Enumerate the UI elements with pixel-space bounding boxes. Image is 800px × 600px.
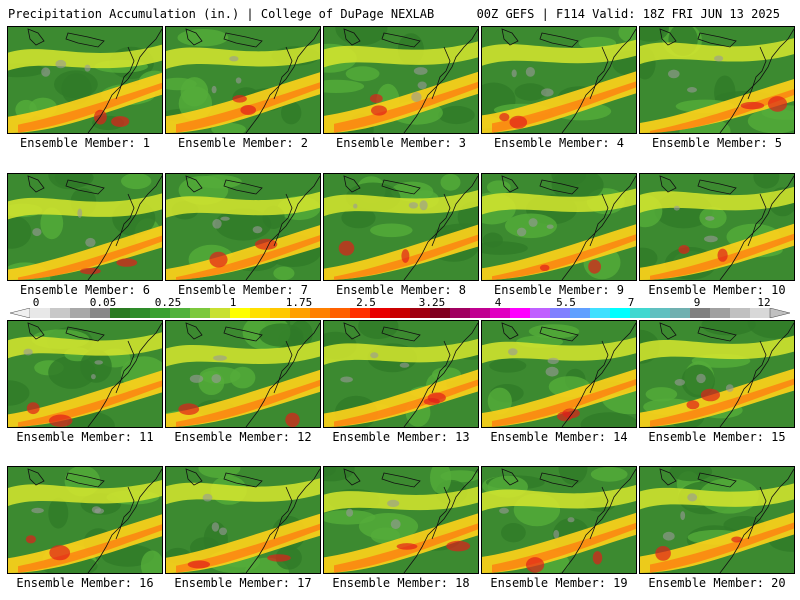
ensemble-map-panel <box>323 466 479 574</box>
colorbar-swatch <box>430 308 451 318</box>
colorbar-swatch <box>130 308 151 318</box>
ensemble-member-label: Ensemble Member: 5 <box>651 136 783 150</box>
ensemble-map-panel <box>323 320 479 428</box>
colorbar-swatch <box>290 308 311 318</box>
ensemble-member-label: Ensemble Member: 16 <box>16 576 154 590</box>
colorbar-swatch <box>590 308 611 318</box>
colorbar-min-arrow <box>10 308 31 318</box>
ensemble-member-label: Ensemble Member: 12 <box>174 430 312 444</box>
colorbar-tick-label: 7 <box>627 296 635 309</box>
model-run-valid-time: 00Z GEFS | F114 Valid: 18Z FRI JUN 13 20… <box>476 7 780 21</box>
colorbar-tick-label: 5.5 <box>556 296 576 309</box>
ensemble-member-label: Ensemble Member: 1 <box>19 136 151 150</box>
ensemble-member-label: Ensemble Member: 4 <box>493 136 625 150</box>
ensemble-map-panel <box>481 320 637 428</box>
colorbar-swatch <box>530 308 551 318</box>
colorbar-tick-label: 4 <box>494 296 502 309</box>
colorbar-swatch <box>710 308 731 318</box>
colorbar-swatch <box>610 308 631 318</box>
colorbar-swatch <box>270 308 291 318</box>
colorbar-swatch <box>190 308 211 318</box>
colorbar-swatch <box>570 308 591 318</box>
colorbar-swatch <box>350 308 371 318</box>
colorbar-swatch <box>150 308 171 318</box>
ensemble-member-label: Ensemble Member: 17 <box>174 576 312 590</box>
colorbar-swatch <box>370 308 391 318</box>
ensemble-member-label: Ensemble Member: 19 <box>490 576 628 590</box>
colorbar-swatch <box>30 308 51 318</box>
colorbar-swatch <box>170 308 191 318</box>
colorbar-swatch <box>550 308 571 318</box>
colorbar-swatch <box>650 308 671 318</box>
colorbar-swatch <box>750 308 771 318</box>
colorbar-swatch <box>470 308 491 318</box>
ensemble-map-panel <box>165 26 321 134</box>
colorbar-tick-label: 12 <box>757 296 771 309</box>
colorbar-swatch <box>310 308 331 318</box>
colorbar-swatch <box>490 308 511 318</box>
colorbar-swatch <box>690 308 711 318</box>
ensemble-member-label: Ensemble Member: 13 <box>332 430 470 444</box>
ensemble-map-panel <box>165 173 321 281</box>
ensemble-member-label: Ensemble Member: 2 <box>177 136 309 150</box>
colorbar-swatch <box>630 308 651 318</box>
ensemble-member-label: Ensemble Member: 18 <box>332 576 470 590</box>
ensemble-member-label: Ensemble Member: 8 <box>335 283 467 297</box>
colorbar-swatch <box>330 308 351 318</box>
colorbar-tick-label: 2.5 <box>356 296 376 309</box>
ensemble-member-label: Ensemble Member: 6 <box>19 283 151 297</box>
precipitation-colorbar <box>10 308 790 318</box>
map-title: Precipitation Accumulation (in.) | Colle… <box>8 7 435 21</box>
ensemble-map-panel <box>323 173 479 281</box>
ensemble-member-label: Ensemble Member: 7 <box>177 283 309 297</box>
colorbar-max-arrow <box>769 308 790 318</box>
colorbar-tick-label: 0.05 <box>89 296 117 309</box>
ensemble-map-panel <box>481 26 637 134</box>
colorbar-swatch <box>110 308 131 318</box>
colorbar-swatch <box>210 308 231 318</box>
ensemble-map-panel <box>481 466 637 574</box>
colorbar-tick-label: 3.25 <box>418 296 446 309</box>
colorbar-swatch <box>250 308 271 318</box>
colorbar-swatch <box>230 308 251 318</box>
colorbar-tick-label: 1 <box>229 296 237 309</box>
ensemble-map-panel <box>165 320 321 428</box>
colorbar-swatch <box>50 308 71 318</box>
ensemble-map-panel <box>7 173 163 281</box>
ensemble-member-label: Ensemble Member: 15 <box>648 430 786 444</box>
ensemble-map-panel <box>639 466 795 574</box>
ensemble-map-panel <box>165 466 321 574</box>
colorbar-swatch <box>70 308 91 318</box>
ensemble-map-panel <box>7 320 163 428</box>
colorbar-swatch <box>90 308 111 318</box>
colorbar-swatch <box>730 308 751 318</box>
ensemble-map-panel <box>323 26 479 134</box>
colorbar-swatch <box>670 308 691 318</box>
ensemble-map-panel <box>7 466 163 574</box>
ensemble-map-panel <box>7 26 163 134</box>
ensemble-member-label: Ensemble Member: 14 <box>490 430 628 444</box>
ensemble-member-label: Ensemble Member: 11 <box>16 430 154 444</box>
ensemble-member-label: Ensemble Member: 10 <box>648 283 786 297</box>
ensemble-member-label: Ensemble Member: 9 <box>493 283 625 297</box>
colorbar-tick-label: 0 <box>32 296 40 309</box>
ensemble-member-label: Ensemble Member: 3 <box>335 136 467 150</box>
ensemble-map-panel <box>639 320 795 428</box>
colorbar-swatch <box>510 308 531 318</box>
ensemble-member-label: Ensemble Member: 20 <box>648 576 786 590</box>
colorbar-swatch <box>410 308 431 318</box>
colorbar-swatch <box>450 308 471 318</box>
colorbar-tick-label: 9 <box>693 296 701 309</box>
colorbar-tick-label: 0.25 <box>154 296 182 309</box>
colorbar-tick-label: 1.75 <box>285 296 313 309</box>
colorbar-swatch <box>390 308 411 318</box>
ensemble-map-panel <box>639 173 795 281</box>
ensemble-map-panel <box>639 26 795 134</box>
ensemble-map-panel <box>481 173 637 281</box>
